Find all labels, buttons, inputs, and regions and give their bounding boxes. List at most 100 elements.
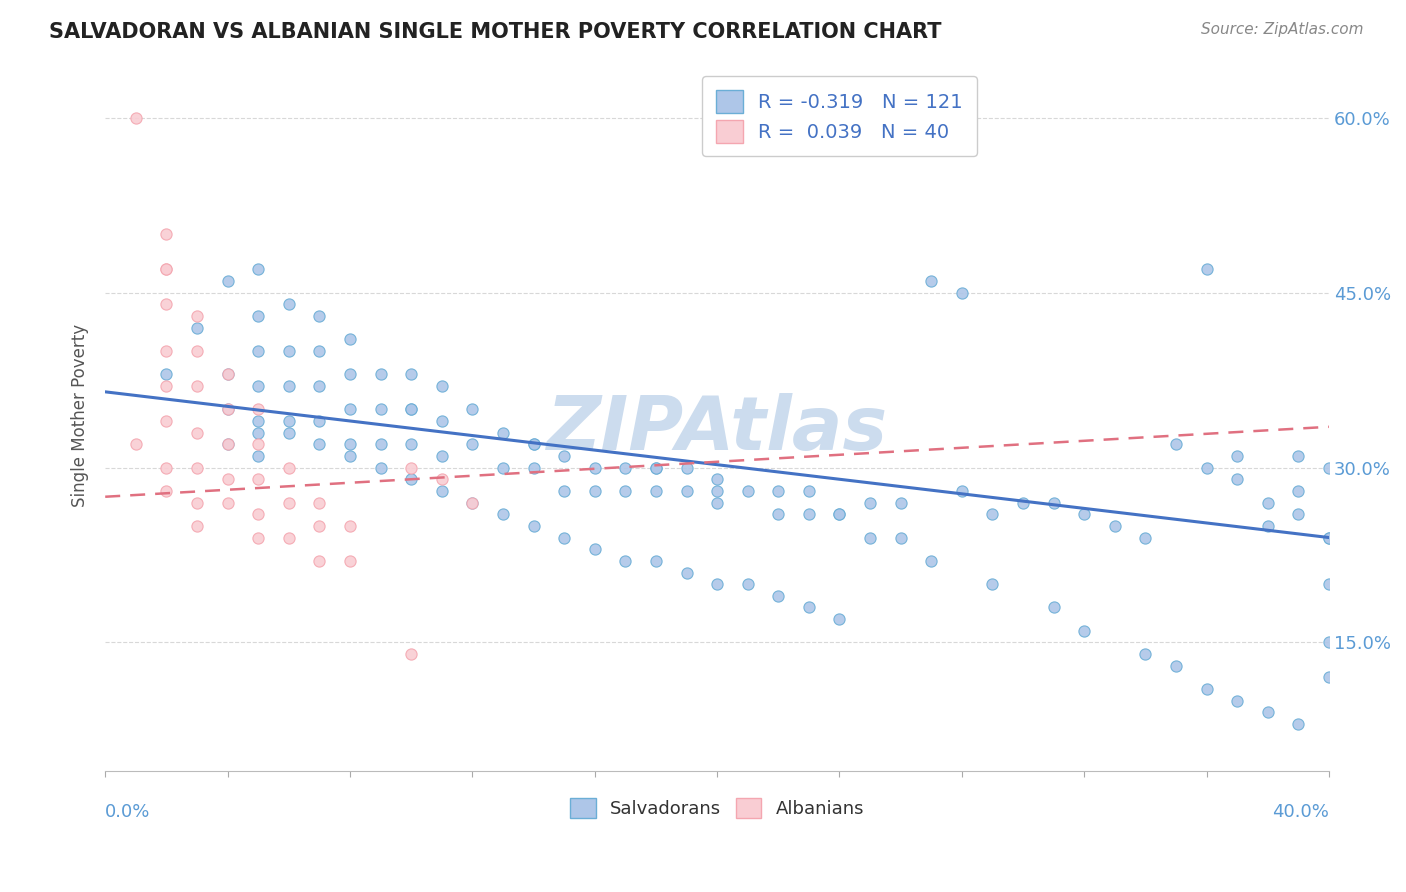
Point [308, 414, 330, 428]
Point [217, 402, 239, 417]
Point [583, 483, 606, 498]
Point [399, 368, 422, 382]
Point [1317, 635, 1340, 649]
Point [1073, 624, 1095, 638]
Point [339, 449, 361, 463]
Point [339, 437, 361, 451]
Point [859, 495, 882, 509]
Point [1164, 658, 1187, 673]
Point [399, 460, 422, 475]
Point [797, 507, 820, 521]
Point [370, 460, 392, 475]
Point [430, 379, 453, 393]
Point [399, 472, 422, 486]
Point [492, 460, 515, 475]
Point [186, 309, 208, 323]
Point [522, 460, 544, 475]
Point [614, 554, 637, 568]
Y-axis label: Single Mother Poverty: Single Mother Poverty [72, 324, 89, 507]
Point [430, 483, 453, 498]
Point [1286, 717, 1309, 731]
Point [706, 495, 728, 509]
Point [217, 437, 239, 451]
Point [706, 577, 728, 591]
Point [950, 483, 973, 498]
Point [277, 379, 299, 393]
Point [277, 460, 299, 475]
Point [1135, 531, 1157, 545]
Point [768, 589, 790, 603]
Point [1286, 449, 1309, 463]
Point [522, 437, 544, 451]
Point [125, 111, 148, 125]
Point [1195, 262, 1218, 277]
Point [675, 566, 697, 580]
Point [1195, 682, 1218, 697]
Point [920, 274, 942, 288]
Point [247, 344, 270, 359]
Point [430, 414, 453, 428]
Point [1012, 495, 1035, 509]
Point [430, 472, 453, 486]
Point [1164, 437, 1187, 451]
Point [155, 414, 177, 428]
Point [1257, 495, 1279, 509]
Point [1317, 670, 1340, 684]
Point [308, 309, 330, 323]
Point [645, 460, 668, 475]
Point [522, 519, 544, 533]
Point [1286, 507, 1309, 521]
Point [1286, 483, 1309, 498]
Point [217, 402, 239, 417]
Point [155, 344, 177, 359]
Point [308, 379, 330, 393]
Point [247, 507, 270, 521]
Point [828, 507, 851, 521]
Point [247, 472, 270, 486]
Point [247, 414, 270, 428]
Point [186, 425, 208, 440]
Point [1257, 706, 1279, 720]
Point [1042, 600, 1064, 615]
Point [492, 425, 515, 440]
Point [217, 368, 239, 382]
Point [1226, 694, 1249, 708]
Point [1042, 495, 1064, 509]
Point [553, 531, 575, 545]
Point [308, 495, 330, 509]
Point [461, 437, 484, 451]
Point [399, 402, 422, 417]
Point [125, 437, 148, 451]
Point [339, 368, 361, 382]
Point [308, 519, 330, 533]
Point [737, 483, 759, 498]
Point [981, 577, 1004, 591]
Point [737, 577, 759, 591]
Point [583, 542, 606, 557]
Point [277, 414, 299, 428]
Point [399, 647, 422, 661]
Point [339, 519, 361, 533]
Point [1317, 531, 1340, 545]
Point [217, 472, 239, 486]
Point [1104, 519, 1126, 533]
Point [768, 483, 790, 498]
Point [155, 297, 177, 311]
Text: SALVADORAN VS ALBANIAN SINGLE MOTHER POVERTY CORRELATION CHART: SALVADORAN VS ALBANIAN SINGLE MOTHER POV… [49, 22, 942, 42]
Point [920, 554, 942, 568]
Point [828, 612, 851, 626]
Point [155, 262, 177, 277]
Point [1073, 507, 1095, 521]
Point [217, 437, 239, 451]
Point [186, 344, 208, 359]
Point [247, 309, 270, 323]
Point [186, 519, 208, 533]
Point [339, 332, 361, 346]
Point [1135, 647, 1157, 661]
Point [247, 449, 270, 463]
Point [645, 554, 668, 568]
Point [797, 600, 820, 615]
Point [339, 554, 361, 568]
Point [399, 402, 422, 417]
Point [706, 472, 728, 486]
